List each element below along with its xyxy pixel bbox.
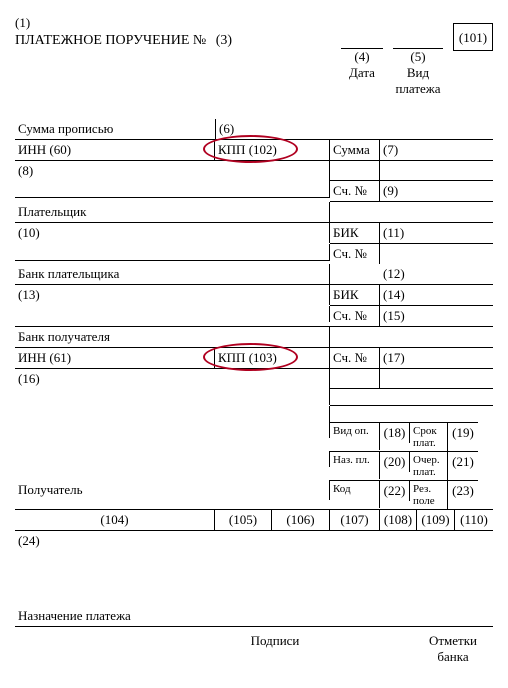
bik-label-14: БИК: [330, 285, 380, 306]
vidop-label: Вид оп.: [330, 422, 380, 450]
field-11: (11): [380, 223, 493, 244]
kpp-102: КПП (102): [215, 140, 330, 160]
otmetki-label: Отметки банка: [413, 633, 493, 665]
label-date: Дата: [341, 65, 383, 81]
schn-label-15: Сч. №: [330, 306, 380, 326]
inn-61: ИНН (61): [15, 348, 215, 368]
schn-label-9: Сч. №: [330, 181, 380, 202]
poluchatel-label: Получатель: [15, 480, 330, 500]
nazpl-label: Наз. пл.: [330, 451, 380, 479]
spacer: [15, 181, 330, 198]
bank-platelshika-label: Банк плательщика: [15, 264, 330, 284]
date-field: [341, 33, 383, 49]
field-1: (1): [15, 15, 30, 31]
field-14: (14): [380, 285, 493, 306]
vid-platezha-field: [393, 33, 443, 49]
field-101: (101): [453, 23, 493, 51]
naznachenie-label: Назначение платежа: [15, 606, 134, 626]
ocher-label: Очер. плат.: [410, 451, 448, 480]
field-22: (22): [380, 480, 410, 501]
schn-label-mid: Сч. №: [330, 244, 380, 264]
field-16: (16): [15, 369, 330, 389]
field-7: (7): [380, 140, 401, 160]
podpisi-label: Подписи: [215, 633, 335, 649]
field-6: (6): [215, 119, 237, 139]
field-105: (105): [215, 510, 272, 530]
label-5: (5): [393, 49, 443, 65]
label-4: (4): [341, 49, 383, 65]
spacer: [330, 161, 380, 181]
platelshik-label: Плательщик: [15, 202, 330, 222]
field-108: (108): [380, 510, 417, 530]
label-vid: Вид платежа: [393, 65, 443, 97]
kod-label: Код: [330, 480, 380, 508]
inn-60: ИНН (60): [15, 140, 215, 160]
schn-label-17: Сч. №: [330, 348, 380, 368]
field-12: (12): [380, 264, 493, 284]
field-20: (20): [380, 451, 410, 472]
field-8: (8): [15, 161, 330, 181]
bik-label-11: БИК: [330, 223, 380, 244]
summa-label: Сумма: [330, 140, 380, 160]
field-10: (10): [15, 223, 330, 243]
field-106: (106): [272, 510, 330, 530]
field-19: (19): [448, 422, 478, 443]
field-13: (13): [15, 285, 330, 305]
field-109: (109): [417, 510, 455, 530]
field-107: (107): [330, 510, 380, 530]
field-15: (15): [380, 306, 493, 326]
field-21: (21): [448, 451, 478, 472]
srok-label: Срок плат.: [410, 422, 448, 451]
field-24: (24): [15, 531, 43, 551]
field-23: (23): [448, 480, 478, 501]
field-104: (104): [15, 510, 215, 530]
bank-poluchatelya-label: Банк получателя: [15, 327, 330, 347]
page-title: ПЛАТЕЖНОЕ ПОРУЧЕНИЕ № (3): [15, 33, 232, 49]
kpp-103: КПП (103): [215, 348, 330, 368]
field-110: (110): [455, 510, 493, 530]
rez-label: Рез. поле: [410, 480, 448, 509]
field-18: (18): [380, 422, 410, 443]
field-17: (17): [380, 348, 493, 368]
field-9: (9): [380, 181, 493, 202]
summa-propisyu-label: Сумма прописью: [15, 119, 215, 139]
